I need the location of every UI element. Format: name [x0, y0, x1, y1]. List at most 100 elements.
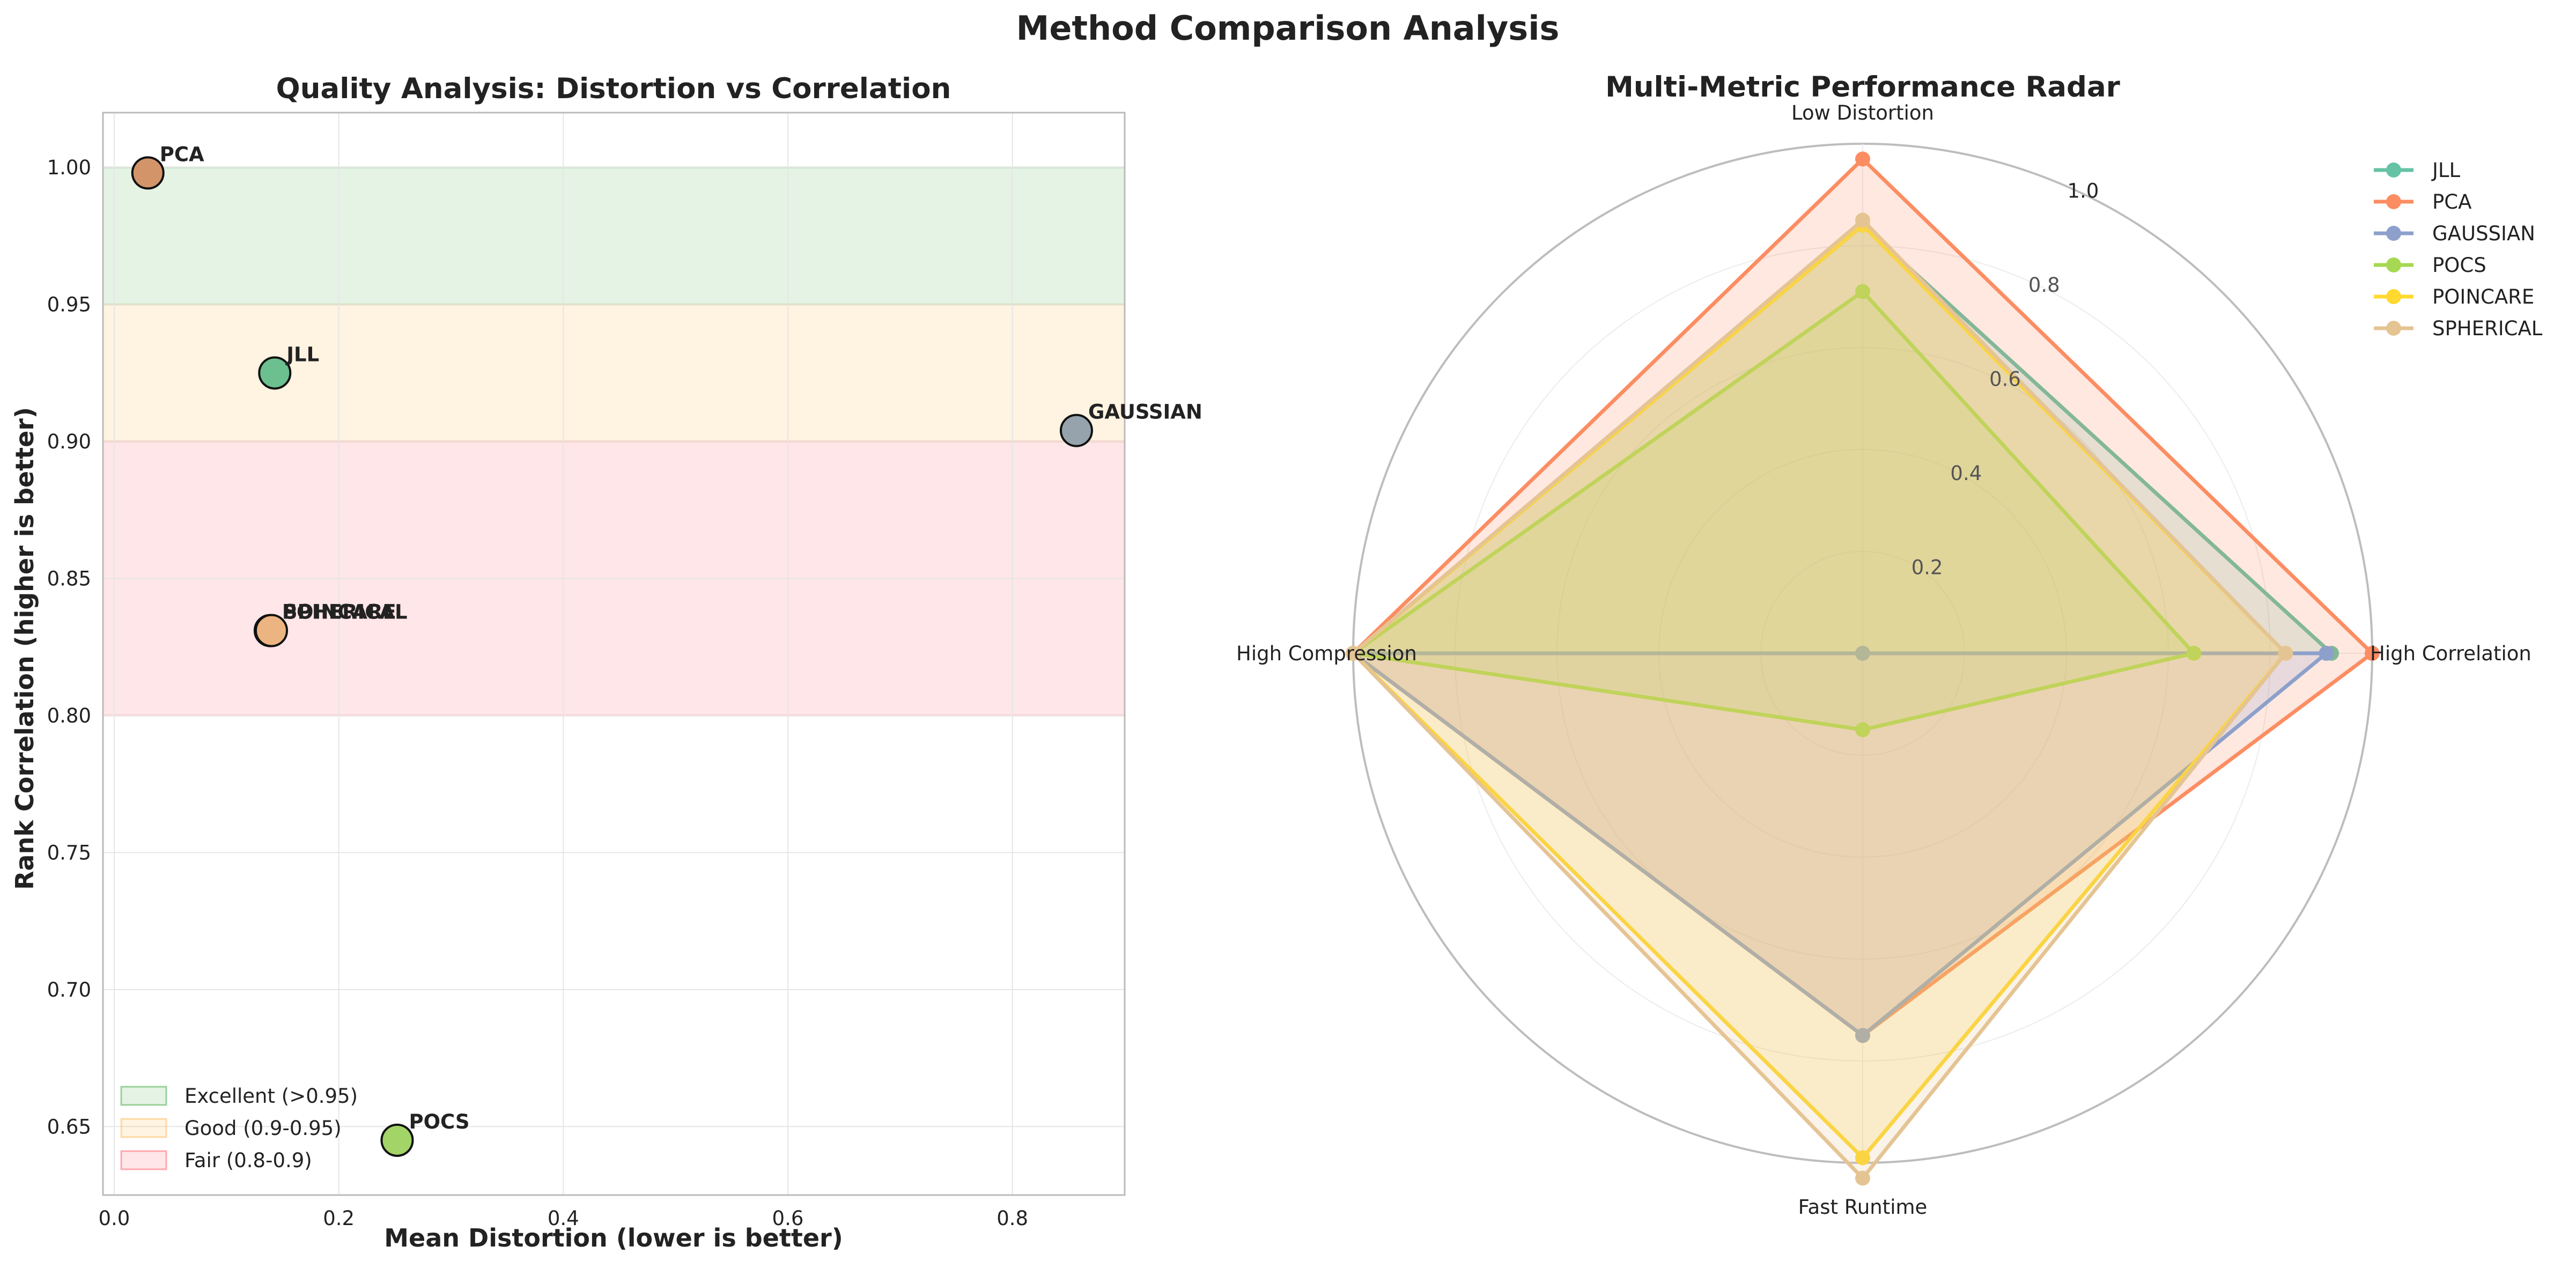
scatter-point-pca: PCA	[131, 143, 204, 190]
scatter-panel: Quality Analysis: Distortion vs Correlat…	[10, 72, 1202, 1252]
scatter-y-ticks: 0.65 0.70 0.75 0.80 0.85 0.90 0.95 1.00	[47, 156, 91, 1138]
scatter-legend-swatch	[120, 1150, 167, 1170]
scatter-y-tick-label: 0.75	[47, 841, 91, 864]
radar-series-spherical	[1346, 212, 2293, 1186]
radar-legend-marker	[2386, 257, 2401, 272]
radar-legend-entry: SPHERICAL	[2374, 317, 2543, 340]
radar-r-tick-label: 0.6	[1989, 367, 2021, 390]
scatter-point-jll: JLL	[258, 343, 319, 390]
scatter-legend-label: Fair (0.8-0.9)	[184, 1149, 312, 1172]
radar-series-point	[2186, 646, 2202, 661]
scatter-legend-swatch	[120, 1118, 167, 1138]
scatter-y-tick-label: 0.65	[47, 1115, 91, 1138]
radar-series-point	[1855, 722, 1870, 738]
radar-r-tick-label: 0.4	[1950, 462, 1982, 485]
scatter-y-tick-label: 0.80	[47, 704, 91, 727]
radar-series-point	[1855, 151, 1870, 167]
radar-series-point	[1855, 284, 1870, 299]
scatter-x-tick-label: 0.0	[99, 1207, 130, 1230]
radar-r-tick-label: 0.8	[2028, 274, 2060, 297]
radar-axis-label: Fast Runtime	[1798, 1196, 1928, 1219]
scatter-x-tick-label: 0.8	[997, 1207, 1028, 1230]
scatter-legend-entry: Good (0.9-0.95)	[120, 1117, 342, 1140]
scatter-band-1	[102, 304, 1126, 443]
radar-legend-marker	[2386, 321, 2401, 336]
radar-series-gaussian	[1346, 646, 2334, 1043]
radar-axis-label: High Correlation	[2370, 642, 2531, 665]
radar-legend-entry: POINCARE	[2374, 285, 2534, 308]
scatter-point-label: PCA	[160, 143, 204, 166]
scatter-point-pocs: POCS	[380, 1110, 470, 1157]
scatter-point-label: POINCARE	[282, 601, 396, 624]
scatter-legend-label: Excellent (>0.95)	[184, 1085, 358, 1108]
radar-r-ticks: 0.2 0.4 0.6 0.8 1.0	[1911, 179, 2099, 579]
radar-series-point	[1855, 1170, 1870, 1186]
scatter-point-label: POCS	[409, 1110, 469, 1133]
scatter-point-spherical: SPHERICAL	[255, 601, 408, 647]
scatter-title: Quality Analysis: Distortion vs Correlat…	[276, 72, 951, 105]
radar-axis-label: High Compression	[1236, 642, 1417, 665]
scatter-x-tick-label: 0.4	[548, 1207, 579, 1230]
scatter-point-label: GAUSSIAN	[1088, 401, 1202, 424]
radar-series-point	[1855, 1150, 1870, 1166]
radar-axis-labels: Low Distortion High Correlation Fast Runti…	[1236, 101, 2531, 1219]
radar-series	[1346, 151, 2380, 1186]
radar-legend-label: GAUSSIAN	[2432, 222, 2535, 245]
scatter-point-label: JLL	[285, 343, 319, 366]
scatter-y-tick-label: 0.85	[47, 567, 91, 591]
scatter-marker	[258, 356, 292, 390]
radar-series-polygon	[1351, 218, 2287, 1180]
radar-legend-label: PCA	[2432, 190, 2471, 213]
scatter-y-tick-label: 0.90	[47, 430, 91, 453]
radar-series-point	[1855, 646, 1870, 661]
scatter-marker	[131, 156, 165, 190]
scatter-marker	[380, 1123, 414, 1157]
scatter-y-tick-label: 0.70	[47, 978, 91, 1001]
radar-panel: Multi-Metric Performance Radar Low Disto…	[1236, 71, 2543, 1219]
scatter-x-axis-label: Mean Distortion (lower is better)	[384, 1223, 843, 1252]
scatter-point-gaussian: GAUSSIAN	[1059, 401, 1202, 447]
scatter-legend-swatch	[120, 1086, 167, 1106]
scatter-grid	[103, 113, 1125, 1195]
radar-axis-label: Low Distortion	[1791, 101, 1934, 124]
radar-legend-entry: JLL	[2374, 159, 2461, 182]
scatter-band-0	[102, 166, 1126, 306]
radar-legend-entry: GAUSSIAN	[2374, 222, 2535, 245]
radar-series-point	[1855, 212, 1870, 228]
scatter-legend: Excellent (>0.95) Good (0.9-0.95) Fair (0.…	[120, 1085, 358, 1172]
scatter-x-ticks: 0.0 0.2 0.4 0.6 0.8	[99, 1207, 1029, 1230]
radar-legend-label: JLL	[2431, 159, 2461, 182]
scatter-x-tick-label: 0.2	[323, 1207, 355, 1230]
radar-r-tick-label: 0.2	[1911, 556, 1943, 579]
radar-title: Multi-Metric Performance Radar	[1605, 71, 2120, 104]
scatter-y-axis-label: Rank Correlation (higher is better)	[10, 407, 39, 890]
radar-legend-label: POINCARE	[2432, 285, 2534, 308]
scatter-legend-entry: Fair (0.8-0.9)	[120, 1149, 312, 1172]
scatter-marker	[255, 614, 289, 647]
radar-legend-entry: PCA	[2374, 190, 2471, 213]
radar-series-point	[2365, 646, 2380, 661]
radar-series-point	[1346, 646, 1361, 661]
scatter-point-label: SPHERICAL	[283, 601, 408, 624]
scatter-marker	[1059, 414, 1093, 447]
scatter-y-tick-label: 0.95	[47, 293, 91, 316]
radar-legend-entry: POCS	[2374, 254, 2486, 277]
radar-legend-marker	[2386, 289, 2401, 304]
radar-legend-marker	[2386, 194, 2401, 209]
radar-legend: JLL PCA GAUSSIAN POCS POINCARE SPHERICAL	[2374, 159, 2543, 340]
radar-series-point	[1855, 1028, 1870, 1043]
figure-suptitle: Method Comparison Analysis	[1016, 9, 1560, 48]
radar-legend-label: SPHERICAL	[2432, 317, 2543, 340]
radar-series-point	[2319, 646, 2334, 661]
radar-r-tick-label: 1.0	[2068, 179, 2099, 202]
radar-legend-marker	[2386, 226, 2401, 241]
scatter-legend-entry: Excellent (>0.95)	[120, 1085, 358, 1108]
scatter-plot-frame	[102, 112, 1126, 1196]
scatter-x-tick-label: 0.6	[772, 1207, 804, 1230]
radar-legend-marker	[2386, 163, 2401, 178]
radar-series-point	[2278, 646, 2293, 661]
radar-legend-label: POCS	[2432, 254, 2486, 277]
scatter-y-tick-label: 1.00	[47, 156, 91, 179]
